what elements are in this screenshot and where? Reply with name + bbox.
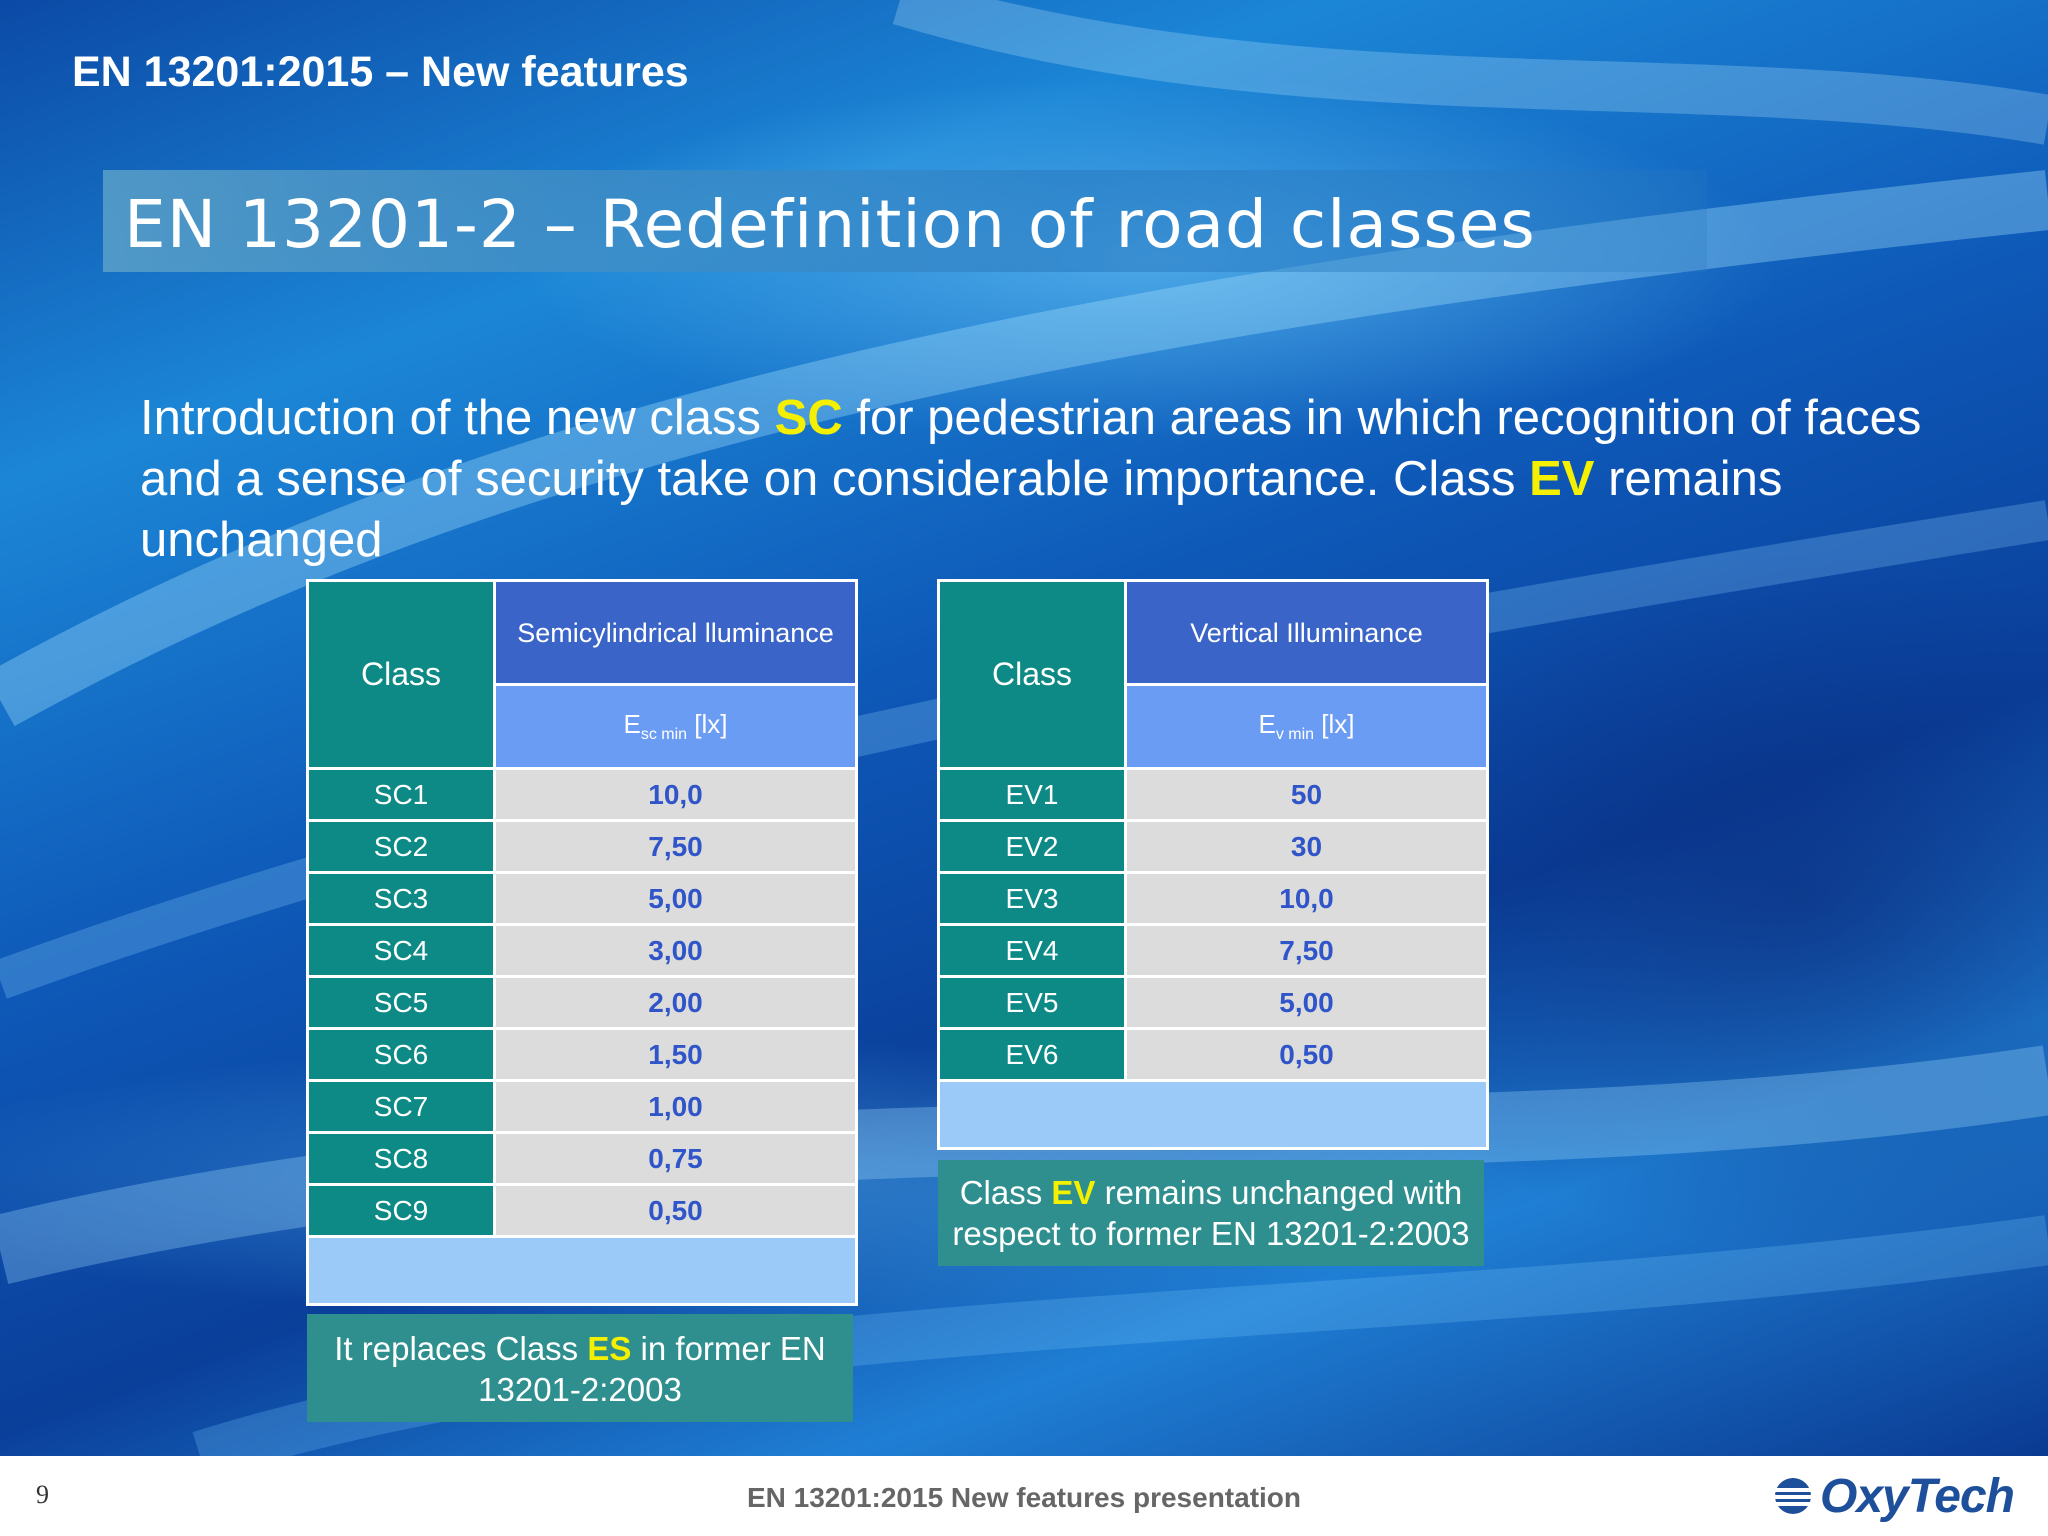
- intro-highlight-sc: SC: [774, 391, 843, 445]
- table-row: SC9 0,50: [306, 1183, 858, 1238]
- table-row: EV4 7,50: [937, 923, 1489, 978]
- sc-note-text-2: in former EN 13201-2:2003: [478, 1330, 826, 1408]
- ev-group-header: Vertical Illuminance: [1124, 579, 1489, 686]
- table-row: EV5 5,00: [937, 975, 1489, 1030]
- page-number: 9: [36, 1480, 49, 1509]
- sc-unit-symbol: E: [623, 709, 641, 739]
- ev-note-box: Class EV remains unchanged with respect …: [938, 1160, 1484, 1266]
- sc-group-header: Semicylindrical lluminance: [493, 579, 858, 686]
- sc-note-text-1: It replaces Class: [334, 1330, 588, 1367]
- ev-unit-subscript: v min: [1275, 726, 1315, 743]
- value-cell: 0,75: [493, 1131, 858, 1186]
- class-cell: SC1: [306, 767, 496, 822]
- table-row: SC5 2,00: [306, 975, 858, 1030]
- presentation-title: EN 13201:2015 – New features: [72, 48, 689, 96]
- class-cell: SC5: [306, 975, 496, 1030]
- class-cell: EV6: [937, 1027, 1127, 1082]
- table-row: SC2 7,50: [306, 819, 858, 874]
- intro-text-3: remains unchanged: [140, 452, 1783, 567]
- value-cell: 5,00: [1124, 975, 1489, 1030]
- class-cell: EV1: [937, 767, 1127, 822]
- class-cell: SC8: [306, 1131, 496, 1186]
- class-cell: SC6: [306, 1027, 496, 1082]
- table-blank-row: [306, 1235, 858, 1306]
- sc-unit-text: [lx]: [687, 709, 728, 739]
- class-cell: SC7: [306, 1079, 496, 1134]
- ev-unit-text: [lx]: [1314, 709, 1355, 739]
- sc-note-box: It replaces Class ES in former EN 13201-…: [307, 1314, 853, 1422]
- sc-note-highlight: ES: [587, 1330, 632, 1367]
- class-cell: SC3: [306, 871, 496, 926]
- value-cell: 30: [1124, 819, 1489, 874]
- table-blank-row: [937, 1079, 1489, 1150]
- table-row: EV6 0,50: [937, 1027, 1489, 1082]
- footer-bar: [0, 1456, 2048, 1536]
- value-cell: 10,0: [1124, 871, 1489, 926]
- table-row: EV2 30: [937, 819, 1489, 874]
- ev-class-header: Class: [937, 579, 1127, 770]
- table-row: SC6 1,50: [306, 1027, 858, 1082]
- ev-unit-header: Ev min [lx]: [1124, 683, 1489, 770]
- ev-note-text-1: Class: [959, 1174, 1052, 1211]
- sc-unit-header: Esc min [lx]: [493, 683, 858, 770]
- intro-text-2: for pedestrian areas in which recognitio…: [140, 391, 1922, 506]
- table-row: SC7 1,00: [306, 1079, 858, 1134]
- value-cell: 50: [1124, 767, 1489, 822]
- class-cell: EV2: [937, 819, 1127, 874]
- value-cell: 0,50: [493, 1183, 858, 1238]
- table-row: EV1 50: [937, 767, 1489, 822]
- section-title-bar: [103, 170, 1707, 272]
- value-cell: 5,00: [493, 871, 858, 926]
- value-cell: 10,0: [493, 767, 858, 822]
- class-cell: SC9: [306, 1183, 496, 1238]
- ev-note-highlight: EV: [1051, 1174, 1096, 1211]
- globe-icon: [1774, 1478, 1812, 1514]
- table-row: SC1 10,0: [306, 767, 858, 822]
- table-row: EV3 10,0: [937, 871, 1489, 926]
- sc-class-header: Class: [306, 579, 496, 770]
- oxytech-logo: OxyTech: [1774, 1468, 2015, 1524]
- sc-class-table: Class Semicylindrical lluminance Esc min…: [306, 579, 858, 1306]
- value-cell: 1,00: [493, 1079, 858, 1134]
- footer-text: EN 13201:2015 New features presentation: [746, 1482, 1302, 1513]
- class-cell: SC4: [306, 923, 496, 978]
- intro-text-1: Introduction of the new class: [140, 391, 775, 445]
- table-row: SC8 0,75: [306, 1131, 858, 1186]
- class-cell: SC2: [306, 819, 496, 874]
- intro-paragraph: Introduction of the new class SC for ped…: [140, 388, 1940, 571]
- logo-text: OxyTech: [1820, 1469, 2015, 1523]
- sc-unit-subscript: sc min: [640, 726, 688, 743]
- class-cell: EV5: [937, 975, 1127, 1030]
- section-title: EN 13201-2 – Redefinition of road classe…: [124, 186, 1536, 263]
- class-cell: EV3: [937, 871, 1127, 926]
- table-row: SC4 3,00: [306, 923, 858, 978]
- intro-highlight-ev: EV: [1529, 452, 1595, 506]
- value-cell: 2,00: [493, 975, 858, 1030]
- value-cell: 1,50: [493, 1027, 858, 1082]
- value-cell: 7,50: [1124, 923, 1489, 978]
- class-cell: EV4: [937, 923, 1127, 978]
- value-cell: 7,50: [493, 819, 858, 874]
- value-cell: 3,00: [493, 923, 858, 978]
- ev-class-table: Class Vertical Illuminance Ev min [lx] E…: [937, 579, 1489, 1150]
- ev-unit-symbol: E: [1258, 709, 1276, 739]
- value-cell: 0,50: [1124, 1027, 1489, 1082]
- ev-note-text-2: remains unchanged with respect to former…: [952, 1174, 1470, 1252]
- table-row: SC3 5,00: [306, 871, 858, 926]
